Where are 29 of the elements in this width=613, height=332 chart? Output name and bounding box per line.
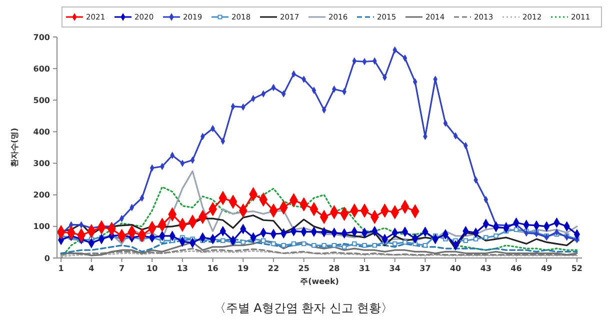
x-tick-label: 13 [176,264,188,273]
x-tick-label: 10 [146,264,158,273]
y-axis-title: 환자수(명) [10,128,19,168]
x-tick-label: 40 [450,264,462,273]
x-tick-label: 49 [541,264,553,273]
y-tick-label: 0 [44,254,50,263]
x-tick-label: 31 [358,264,371,273]
x-tick-label: 7 [118,264,125,273]
x-tick-label: 25 [298,264,310,273]
y-tick-label: 400 [33,128,50,137]
x-tick-label: 52 [571,264,583,273]
x-tick-label: 28 [328,264,340,273]
y-tick-label: 600 [33,64,50,74]
y-tick-label: 700 [33,32,50,42]
x-tick-label: 46 [510,264,522,273]
y-tick-label: 200 [33,190,50,200]
x-tick-label: 34 [389,264,401,273]
y-tick-label: 300 [33,159,50,168]
x-tick-label: 37 [420,264,431,273]
y-tick-label: 500 [33,96,50,105]
x-axis-title: 주(week) [300,277,339,286]
x-tick-label: 19 [238,264,250,273]
x-tick-label: 4 [88,264,95,273]
x-tick-label: 22 [268,264,280,273]
y-tick-label: 100 [33,222,50,232]
x-tick-label: 1 [58,264,64,273]
x-tick-label: 16 [207,264,219,273]
x-tick-label: 43 [480,264,492,273]
text: 〈주별 A형간염 환자 신고 현황〉 [214,301,394,315]
